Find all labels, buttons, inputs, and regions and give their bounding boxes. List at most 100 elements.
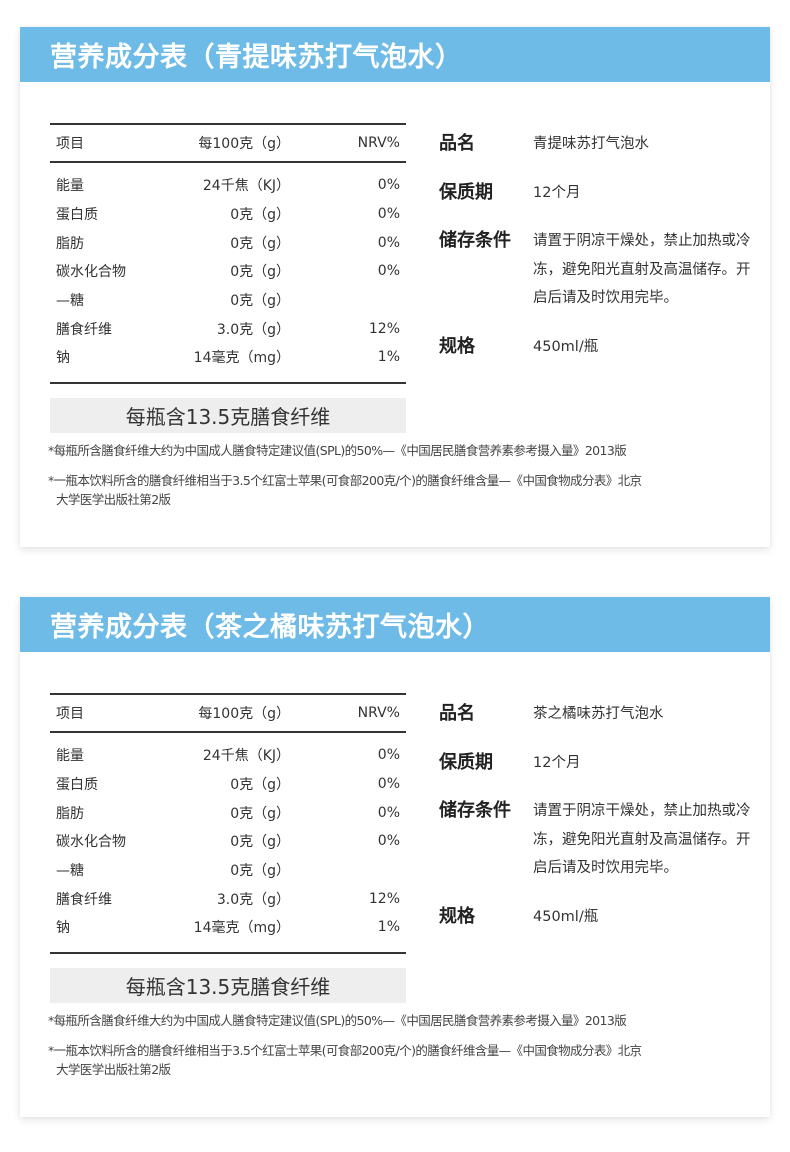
nutrient-amount: 24千焦（KJ）: [202, 748, 290, 765]
nutrient-nrv: 0%: [377, 263, 400, 280]
nutrient-amount: 24千焦（KJ）: [202, 178, 290, 195]
info-label: 规格: [439, 905, 475, 927]
nutrient-nrv: 0%: [377, 206, 400, 223]
nutrient-name: 钠: [56, 350, 70, 367]
info-value: 450ml/瓶: [533, 908, 599, 925]
nutrient-amount: 0克（g）: [230, 235, 290, 252]
column-header-per-100g: 每100克（g）: [198, 706, 290, 722]
nutrition-card-tea-orange: 营养成分表（茶之橘味苏打气泡水） 项目 每100克（g） NRV% 能量 24千…: [20, 597, 770, 1117]
product-info: 品名 青提味苏打气泡水 保质期 12个月 储存条件 请置于阴凉干燥处，禁止加热或…: [439, 130, 759, 361]
column-header-per-100g: 每100克（g）: [198, 136, 290, 152]
table-row: 蛋白质 0克（g） 0%: [50, 770, 406, 799]
table-row: —糖 0克（g）: [50, 856, 406, 885]
nutrient-amount: 0克（g）: [230, 863, 290, 880]
info-value: 请置于阴凉干燥处，禁止加热或冷冻，避免阳光直射及高温储存。开启后请及时饮用完毕。: [533, 233, 751, 306]
info-value: 12个月: [533, 754, 581, 771]
nutrient-nrv: 12%: [368, 890, 400, 907]
nutrient-name: 碳水化合物: [56, 264, 126, 281]
info-value: 茶之橘味苏打气泡水: [533, 706, 664, 722]
info-row-name: 品名 青提味苏打气泡水: [439, 130, 759, 159]
nutrient-amount: 3.0克（g）: [216, 891, 290, 908]
card-title: 营养成分表（茶之橘味苏打气泡水）: [50, 612, 490, 643]
table-row: 碳水化合物 0克（g） 0%: [50, 827, 406, 856]
nutrient-name: 蛋白质: [56, 777, 98, 794]
nutrient-amount: 0克（g）: [230, 264, 290, 281]
info-row-storage: 储存条件 请置于阴凉干燥处，禁止加热或冷冻，避免阳光直射及高温储存。开启后请及时…: [439, 797, 759, 883]
info-label: 储存条件: [439, 800, 511, 821]
table-row: 脂肪 0克（g） 0%: [50, 798, 406, 827]
footnote-text: *一瓶本饮料所含的膳食纤维相当于3.5个红富士苹果(可食部200克/个)的膳食纤…: [48, 1043, 642, 1058]
info-row-spec: 规格 450ml/瓶: [439, 903, 759, 932]
footnote-continuation: 大学医学出版社第2版: [56, 1062, 171, 1077]
info-label: 保质期: [439, 181, 493, 203]
nutrient-nrv: 0%: [377, 234, 400, 251]
nutrient-amount: 3.0克（g）: [216, 321, 290, 338]
nutrient-name: 膳食纤维: [56, 891, 112, 908]
nutrient-name: 碳水化合物: [56, 834, 126, 851]
info-row-name: 品名 茶之橘味苏打气泡水: [439, 700, 759, 729]
table-header-row: 项目 每100克（g） NRV%: [50, 125, 406, 163]
info-row-shelf-life: 保质期 12个月: [439, 179, 759, 208]
table-row: 钠 14毫克（mg） 1%: [50, 913, 406, 942]
nutrient-nrv: 0%: [377, 177, 400, 194]
nutrient-amount: 14毫克（mg）: [193, 920, 290, 937]
table-row: 蛋白质 0克（g） 0%: [50, 200, 406, 229]
nutrient-name: 蛋白质: [56, 207, 98, 224]
nutrient-amount: 0克（g）: [230, 834, 290, 851]
info-row-storage: 储存条件 请置于阴凉干燥处，禁止加热或冷冻，避免阳光直射及高温储存。开启后请及时…: [439, 227, 759, 313]
info-label: 储存条件: [439, 230, 511, 251]
nutrient-name: —糖: [56, 863, 84, 880]
nutrient-amount: 0克（g）: [230, 805, 290, 822]
info-value: 450ml/瓶: [533, 338, 599, 355]
nutrient-nrv: 0%: [377, 804, 400, 821]
info-label: 品名: [439, 133, 475, 154]
info-value: 请置于阴凉干燥处，禁止加热或冷冻，避免阳光直射及高温储存。开启后请及时饮用完毕。: [533, 803, 751, 876]
nutrient-name: 脂肪: [56, 235, 84, 252]
footnote: *每瓶所含膳食纤维大约为中国成人膳食特定建议值(SPL)的50%—《中国居民膳食…: [48, 1013, 627, 1028]
table-row: 钠 14毫克（mg） 1%: [50, 343, 406, 372]
nutrient-nrv: 1%: [377, 349, 400, 366]
table-row: 碳水化合物 0克（g） 0%: [50, 257, 406, 286]
nutrient-amount: 0克（g）: [230, 293, 290, 310]
table-row: 膳食纤维 3.0克（g） 12%: [50, 314, 406, 343]
nutrient-name: —糖: [56, 293, 84, 310]
info-label: 保质期: [439, 751, 493, 773]
footnote-continuation: 大学医学出版社第2版: [56, 492, 171, 507]
card-title: 营养成分表（青提味苏打气泡水）: [50, 42, 463, 73]
info-row-shelf-life: 保质期 12个月: [439, 749, 759, 778]
card-header: 营养成分表（青提味苏打气泡水）: [20, 27, 770, 82]
table-header-row: 项目 每100克（g） NRV%: [50, 695, 406, 733]
product-info: 品名 茶之橘味苏打气泡水 保质期 12个月 储存条件 请置于阴凉干燥处，禁止加热…: [439, 700, 759, 931]
nutrient-name: 脂肪: [56, 805, 84, 822]
nutrient-amount: 0克（g）: [230, 207, 290, 224]
nutrient-name: 能量: [56, 748, 84, 765]
nutrient-nrv: 1%: [377, 919, 400, 936]
info-row-spec: 规格 450ml/瓶: [439, 333, 759, 362]
nutrient-nrv: 0%: [377, 833, 400, 850]
info-value: 12个月: [533, 184, 581, 201]
fiber-highlight: 每瓶含13.5克膳食纤维: [50, 397, 406, 433]
nutrition-card-green-grape: 营养成分表（青提味苏打气泡水） 项目 每100克（g） NRV% 能量 24千焦…: [20, 27, 770, 547]
table-row: 能量 24千焦（KJ） 0%: [50, 171, 406, 200]
column-header-item: 项目: [56, 706, 84, 722]
column-header-item: 项目: [56, 136, 84, 152]
nutrient-amount: 0克（g）: [230, 777, 290, 794]
nutrient-name: 膳食纤维: [56, 321, 112, 338]
nutrition-table: 项目 每100克（g） NRV% 能量 24千焦（KJ） 0% 蛋白质 0克（g…: [50, 693, 406, 954]
fiber-highlight: 每瓶含13.5克膳食纤维: [50, 967, 406, 1003]
info-label: 规格: [439, 335, 475, 357]
table-row: 能量 24千焦（KJ） 0%: [50, 741, 406, 770]
table-row: —糖 0克（g）: [50, 286, 406, 315]
table-row: 膳食纤维 3.0克（g） 12%: [50, 884, 406, 913]
card-header: 营养成分表（茶之橘味苏打气泡水）: [20, 597, 770, 652]
nutrient-amount: 14毫克（mg）: [193, 350, 290, 367]
column-header-nrv: NRV%: [357, 705, 400, 721]
footnote-text: *一瓶本饮料所含的膳食纤维相当于3.5个红富士苹果(可食部200克/个)的膳食纤…: [48, 473, 642, 488]
nutrition-facts: 项目 每100克（g） NRV% 能量 24千焦（KJ） 0% 蛋白质 0克（g…: [50, 693, 406, 1003]
footnote: *一瓶本饮料所含的膳食纤维相当于3.5个红富士苹果(可食部200克/个)的膳食纤…: [48, 1041, 748, 1079]
nutrition-table: 项目 每100克（g） NRV% 能量 24千焦（KJ） 0% 蛋白质 0克（g…: [50, 123, 406, 384]
nutrient-name: 能量: [56, 178, 84, 195]
footnotes: *每瓶所含膳食纤维大约为中国成人膳食特定建议值(SPL)的50%—《中国居民膳食…: [48, 441, 748, 509]
nutrient-nrv: 12%: [368, 320, 400, 337]
info-label: 品名: [439, 703, 475, 724]
